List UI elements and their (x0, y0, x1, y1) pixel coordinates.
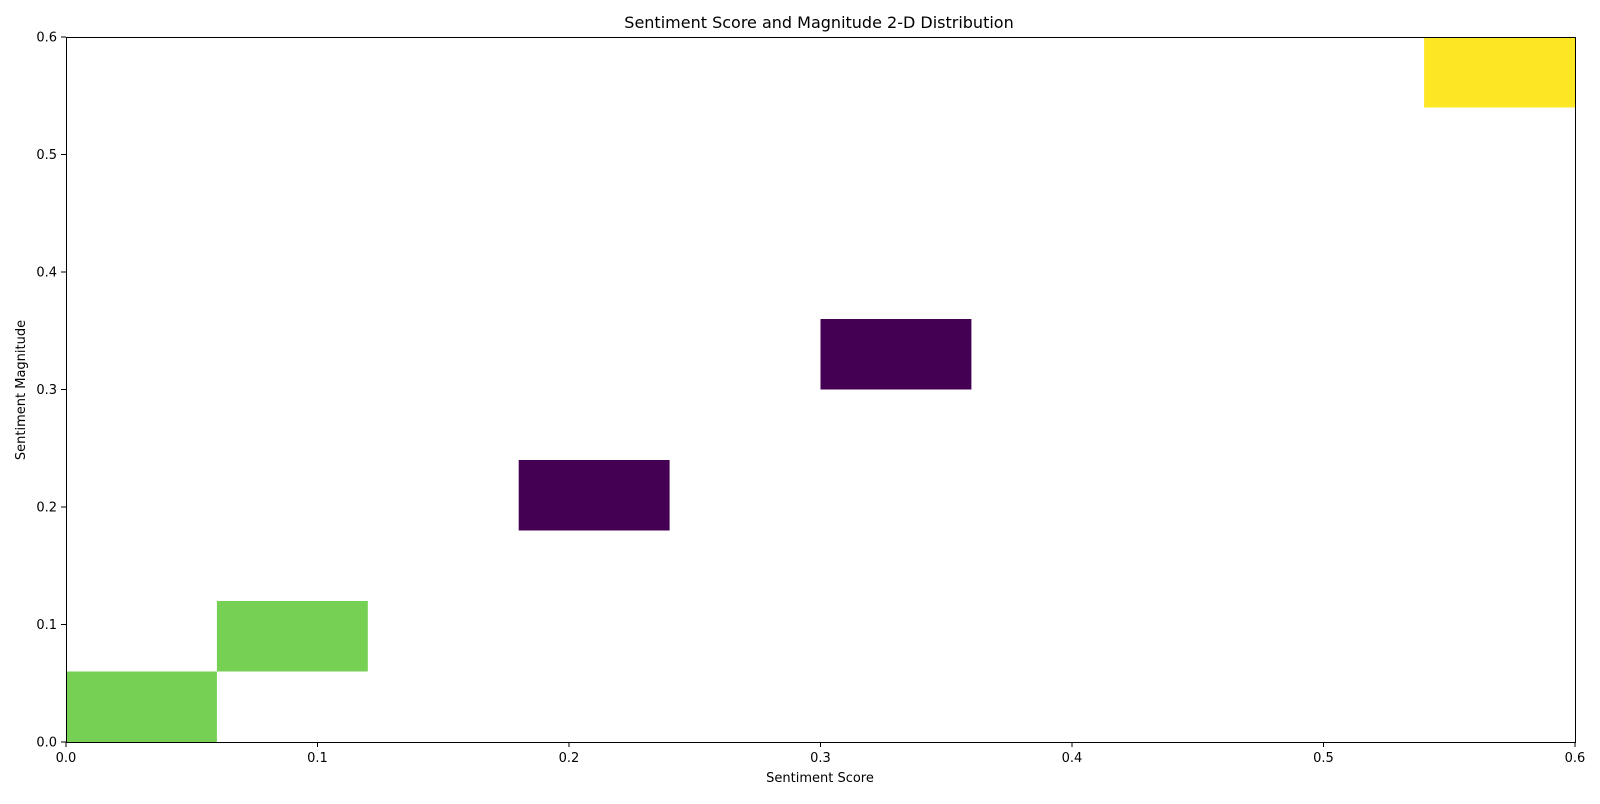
heatmap-cell-2 (216, 601, 368, 672)
y-tick-label-0: 0.0 (36, 736, 57, 751)
x-tick-label-4: 0.4 (1062, 751, 1083, 766)
y-tick-label-1: 0.1 (36, 618, 57, 633)
chart-title: Sentiment Score and Magnitude 2-D Distri… (624, 13, 1013, 32)
y-tick-label-4: 0.4 (36, 266, 57, 281)
y-tick-label-5: 0.5 (36, 148, 57, 163)
y-tick-label-6: 0.6 (36, 31, 57, 46)
x-tick-label-6: 0.6 (1565, 751, 1586, 766)
heatmap-cells (66, 37, 1575, 742)
y-axis-label: Sentiment Magnitude (14, 320, 29, 460)
x-tick-label-2: 0.2 (559, 751, 580, 766)
x-tick-label-3: 0.3 (810, 751, 831, 766)
y-tick-label-2: 0.2 (36, 501, 57, 516)
x-axis-label: Sentiment Score (766, 771, 874, 786)
x-tick-label-5: 0.5 (1313, 751, 1334, 766)
heatmap-cell-1 (66, 671, 217, 742)
x-tick-label-1: 0.1 (307, 751, 328, 766)
y-tick-label-3: 0.3 (36, 383, 57, 398)
x-tick-label-0: 0.0 (56, 751, 77, 766)
heatmap-cell-3 (518, 460, 670, 531)
y-axis-ticks: 0.0 0.1 0.2 0.3 0.4 0.5 0.6 (36, 31, 66, 751)
x-axis-ticks: 0.0 0.1 0.2 0.3 0.4 0.5 0.6 (56, 742, 1586, 766)
heatmap-cell-5 (1424, 37, 1575, 108)
heatmap-cell-4 (820, 319, 972, 390)
